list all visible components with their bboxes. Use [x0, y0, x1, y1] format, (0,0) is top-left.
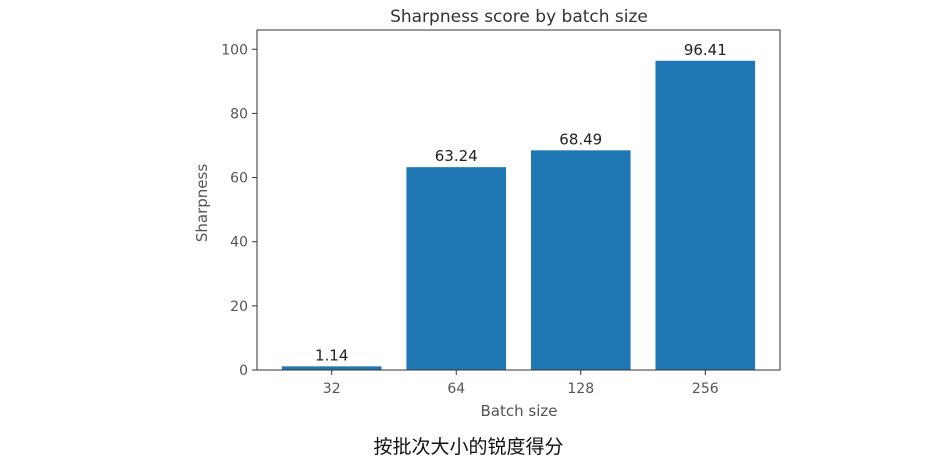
bar-labels-group: 1.14 63.24 68.49 96.41 [315, 41, 727, 365]
y-tick-label: 80 [230, 106, 248, 122]
bar-256 [655, 60, 756, 370]
bars-group [281, 60, 756, 370]
figure-caption: 按批次大小的锐度得分 [373, 436, 564, 458]
bar-value-label: 96.41 [684, 41, 727, 59]
y-tick-label: 20 [230, 299, 248, 315]
x-tick-label: 128 [567, 381, 594, 397]
bar-value-label: 63.24 [435, 147, 478, 165]
bar-value-label: 1.14 [315, 346, 348, 364]
bar-value-label: 68.49 [559, 130, 602, 148]
y-tick-label: 40 [230, 235, 248, 251]
y-tick-label: 100 [221, 42, 248, 58]
chart-title: Sharpness score by batch size [390, 7, 648, 27]
x-axis-label: Batch size [481, 402, 558, 420]
y-tick-label: 60 [230, 171, 248, 187]
y-tick-label: 0 [239, 363, 248, 379]
bar-32 [281, 366, 382, 370]
plot-frame [256, 29, 781, 371]
x-tick-label: 32 [323, 381, 341, 397]
x-tick-label: 256 [692, 381, 719, 397]
y-axis: 0 20 40 60 80 100 [221, 42, 257, 379]
y-axis-label: Sharpness [193, 164, 211, 242]
x-tick-label: 64 [447, 381, 465, 397]
bar-64 [406, 167, 507, 370]
x-axis: 32 64 128 256 [323, 370, 719, 397]
bar-chart: Sharpness score by batch size 1.14 63.24 6… [193, 7, 781, 420]
bar-128 [530, 150, 631, 370]
